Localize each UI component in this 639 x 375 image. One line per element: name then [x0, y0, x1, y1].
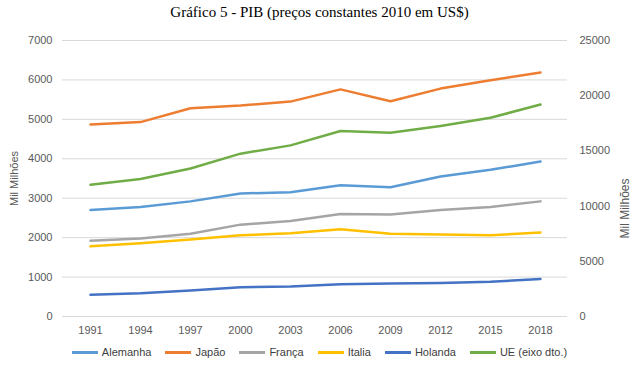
- svg-text:4000: 4000: [28, 152, 52, 164]
- svg-text:2009: 2009: [378, 324, 402, 336]
- svg-text:15000: 15000: [580, 144, 611, 156]
- svg-text:3000: 3000: [28, 192, 52, 204]
- html-text:Alemanha: Alemanha: [101, 346, 152, 358]
- svg-text:2000: 2000: [228, 324, 252, 336]
- svg-text:0: 0: [580, 310, 586, 322]
- svg-text:0: 0: [46, 310, 52, 322]
- svg-text:5000: 5000: [580, 255, 604, 267]
- svg-text:1000: 1000: [28, 271, 52, 283]
- svg-text:2015: 2015: [478, 324, 502, 336]
- html-text:Holanda: Holanda: [414, 346, 456, 358]
- svg-text:7000: 7000: [28, 34, 52, 46]
- svg-text:1994: 1994: [128, 324, 152, 336]
- svg-text:Mil Milhões: Mil Milhões: [8, 150, 20, 206]
- svg-text:10000: 10000: [580, 200, 611, 212]
- svg-text:2000: 2000: [28, 231, 52, 243]
- svg-text:2012: 2012: [428, 324, 452, 336]
- svg-text:1997: 1997: [178, 324, 202, 336]
- svg-text:25000: 25000: [580, 34, 611, 46]
- html-text:Japão: Japão: [195, 346, 226, 358]
- svg-text:5000: 5000: [28, 113, 52, 125]
- svg-text:2018: 2018: [528, 324, 552, 336]
- svg-text:6000: 6000: [28, 73, 52, 85]
- svg-text:2003: 2003: [278, 324, 302, 336]
- html-text:Italia: Italia: [347, 346, 371, 358]
- svg-text:2006: 2006: [328, 324, 352, 336]
- svg-text:Mil Milhões: Mil Milhões: [618, 179, 632, 239]
- svg-text:20000: 20000: [580, 89, 611, 101]
- svg-text:1991: 1991: [78, 324, 102, 336]
- html-text:UE (eixo dto.): UE (eixo dto.): [499, 346, 568, 358]
- html-text:França: França: [269, 346, 304, 358]
- html-text:Gráfico 5 - PIB (preços consta: Gráfico 5 - PIB (preços constantes 2010 …: [170, 4, 469, 20]
